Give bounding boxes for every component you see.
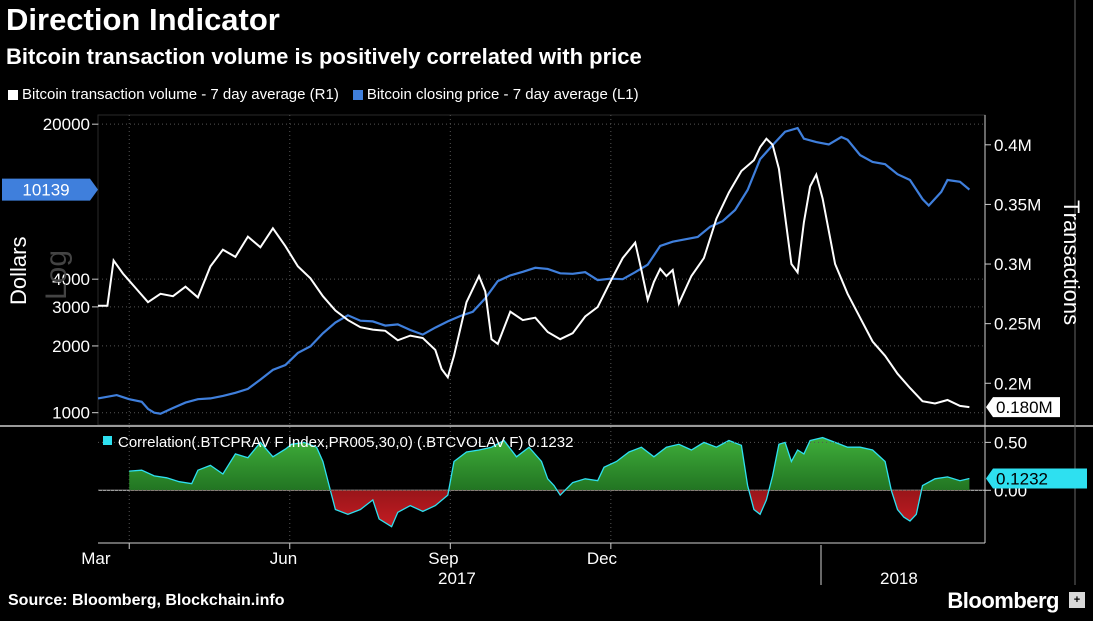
volume-series-line — [98, 137, 970, 409]
left-axis-title: Dollars — [6, 237, 31, 305]
left-axis-scale-label: Log — [40, 250, 73, 300]
legend-label-volume: Bitcoin transaction volume - 7 day avera… — [22, 86, 339, 103]
x-tick-label: Sep — [428, 549, 458, 568]
left-tick-label: 2000 — [52, 337, 90, 356]
x-tick-label: Mar — [81, 549, 111, 568]
source-note: Source: Bloomberg, Blockchain.info — [8, 592, 285, 609]
legend-label-price: Bitcoin closing price - 7 day average (L… — [366, 86, 639, 103]
left-tick-label: 20000 — [43, 115, 90, 134]
export-icon[interactable]: + — [1069, 592, 1085, 608]
chart-title: Direction Indicator — [6, 2, 280, 37]
legend-item-volume: Bitcoin transaction volume - 7 day avera… — [8, 86, 339, 103]
price-last-value-badge — [2, 178, 98, 201]
corr-positive-area — [129, 437, 970, 491]
right-axis-title: Transactions — [1059, 200, 1084, 325]
brand-logo: Bloomberg — [947, 588, 1059, 613]
chart-subtitle: Bitcoin transaction volume is positively… — [6, 44, 642, 69]
price-series-line — [97, 126, 971, 415]
right-tick-label: 0.35M — [994, 195, 1041, 214]
corr-negative-area — [129, 490, 970, 527]
legend-swatch-volume — [8, 89, 18, 100]
corr-last-value-badge — [986, 468, 1087, 489]
volume-last-value-badge — [986, 397, 1060, 418]
legend-item-price: Bitcoin closing price - 7 day average (L… — [352, 86, 639, 103]
volume-last-value: 0.180M — [996, 398, 1053, 417]
corr-legend-label: Correlation(.BTCPRAV F Index,PR005,30,0)… — [118, 434, 573, 451]
year-label: 2018 — [880, 569, 918, 588]
left-tick-label: 3000 — [52, 298, 90, 317]
year-label: 2017 — [438, 569, 476, 588]
top-panel-frame — [97, 114, 986, 426]
right-tick-label: 0.3M — [994, 255, 1032, 274]
corr-last-value: 0.1232 — [996, 469, 1048, 488]
x-tick-label: Jun — [270, 549, 297, 568]
corr-series-line — [129, 436, 970, 528]
right-tick-label: 0.4M — [994, 136, 1032, 155]
corr-tick-label: 0.50 — [994, 433, 1027, 452]
corr-legend-swatch — [103, 436, 112, 445]
right-tick-label: 0.2M — [994, 374, 1032, 393]
price-last-value: 10139 — [22, 181, 69, 200]
legend-swatch-price — [352, 89, 363, 100]
right-tick-label: 0.25M — [994, 315, 1041, 334]
x-tick-label: Dec — [587, 549, 618, 568]
legend: Bitcoin transaction volume - 7 day avera… — [8, 86, 639, 103]
left-tick-label: 4000 — [52, 270, 90, 289]
left-tick-label: 1000 — [52, 404, 90, 423]
